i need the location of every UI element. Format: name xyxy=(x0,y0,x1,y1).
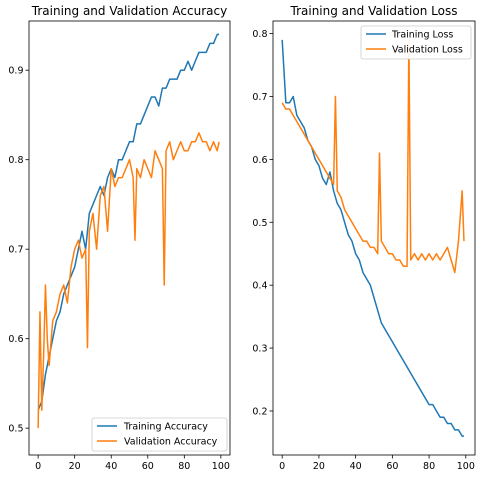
legend-label-validation-loss: Validation Loss xyxy=(392,45,463,56)
legend-label-validation-accuracy: Validation Accuracy xyxy=(124,437,218,448)
accuracy-plot-frame xyxy=(28,20,231,456)
y-tick-label: 0.5 xyxy=(252,218,267,229)
x-tick-label: 100 xyxy=(212,461,230,472)
accuracy-series-layer xyxy=(37,33,220,429)
x-tick-label: 20 xyxy=(69,461,81,472)
loss-chart-title: Training and Validation Loss xyxy=(290,4,458,18)
loss-legend: Training Loss Validation Loss xyxy=(360,25,472,60)
y-tick-label: 0.7 xyxy=(252,92,267,103)
series-line-training-loss xyxy=(281,39,464,437)
y-tick-label: 0.8 xyxy=(252,29,267,40)
loss-series-layer xyxy=(281,39,465,437)
series-line-training-accuracy xyxy=(37,33,220,411)
x-tick-label: 20 xyxy=(313,461,325,472)
accuracy-axes-ticks: 0 20 40 60 80 100 0.5 0.6 0.7 0.8 0.9 xyxy=(8,66,230,472)
x-tick-label: 40 xyxy=(350,461,362,472)
y-tick-label: 0.6 xyxy=(252,155,267,166)
y-tick-label: 0.5 xyxy=(8,424,23,435)
x-tick-label: 40 xyxy=(105,461,117,472)
x-tick-label: 80 xyxy=(423,461,435,472)
loss-legend-box xyxy=(360,25,472,60)
x-tick-label: 0 xyxy=(279,461,285,472)
accuracy-chart-title: Training and Validation Accuracy xyxy=(31,4,227,18)
loss-axes-ticks: 0 20 40 60 80 100 0.2 0.3 0.4 0.5 0.6 0.7 0.8 xyxy=(252,29,474,472)
x-tick-label: 60 xyxy=(142,461,154,472)
y-tick-label: 0.7 xyxy=(8,245,23,256)
series-line-validation-loss xyxy=(281,39,465,274)
x-tick-label: 80 xyxy=(178,461,190,472)
accuracy-legend: Training Accuracy Validation Accuracy xyxy=(91,417,228,452)
y-tick-label: 0.9 xyxy=(8,66,23,77)
legend-label-training-accuracy: Training Accuracy xyxy=(123,422,208,433)
y-tick-label: 0.2 xyxy=(252,406,267,417)
x-tick-label: 100 xyxy=(457,461,475,472)
x-tick-label: 60 xyxy=(386,461,398,472)
loss-plot-frame xyxy=(272,20,476,456)
y-tick-label: 0.4 xyxy=(252,281,267,292)
series-line-validation-accuracy xyxy=(37,132,220,429)
x-tick-label: 0 xyxy=(35,461,41,472)
loss-chart: Training and Validation Loss 0 20 40 60 80 10… xyxy=(252,4,476,472)
y-tick-label: 0.6 xyxy=(8,334,23,345)
accuracy-chart: Training and Validation Accuracy 0 20 40 60… xyxy=(8,4,231,472)
accuracy-legend-box xyxy=(91,417,228,452)
y-tick-label: 0.8 xyxy=(8,155,23,166)
y-tick-label: 0.3 xyxy=(252,344,267,355)
legend-label-training-loss: Training Loss xyxy=(391,30,453,41)
